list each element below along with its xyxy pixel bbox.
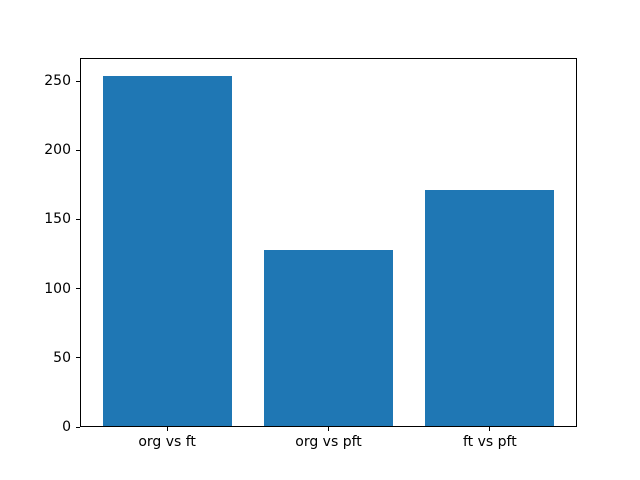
plot-area <box>80 58 577 427</box>
y-tick-mark <box>76 149 80 151</box>
y-tick-mark <box>76 218 80 220</box>
y-tick-label: 0 <box>62 419 71 435</box>
bar <box>263 249 394 427</box>
y-tick-label: 100 <box>44 280 71 297</box>
y-tick-mark <box>76 288 80 290</box>
x-tick-label: ft vs pft <box>463 434 517 450</box>
y-tick-mark <box>76 80 80 82</box>
x-tick-mark <box>328 427 329 431</box>
x-tick-mark <box>489 427 491 431</box>
y-tick-label: 200 <box>44 142 71 159</box>
bar <box>102 75 232 427</box>
y-tick-label: 250 <box>44 73 71 90</box>
y-tick-mark <box>76 426 80 428</box>
x-tick-label: org vs ft <box>138 434 196 450</box>
bar <box>425 190 555 427</box>
x-tick-label: org vs pft <box>295 434 362 450</box>
y-tick-mark <box>76 357 80 359</box>
y-tick-label: 50 <box>53 349 71 366</box>
x-tick-mark <box>166 427 168 431</box>
y-tick-label: 150 <box>44 211 71 228</box>
